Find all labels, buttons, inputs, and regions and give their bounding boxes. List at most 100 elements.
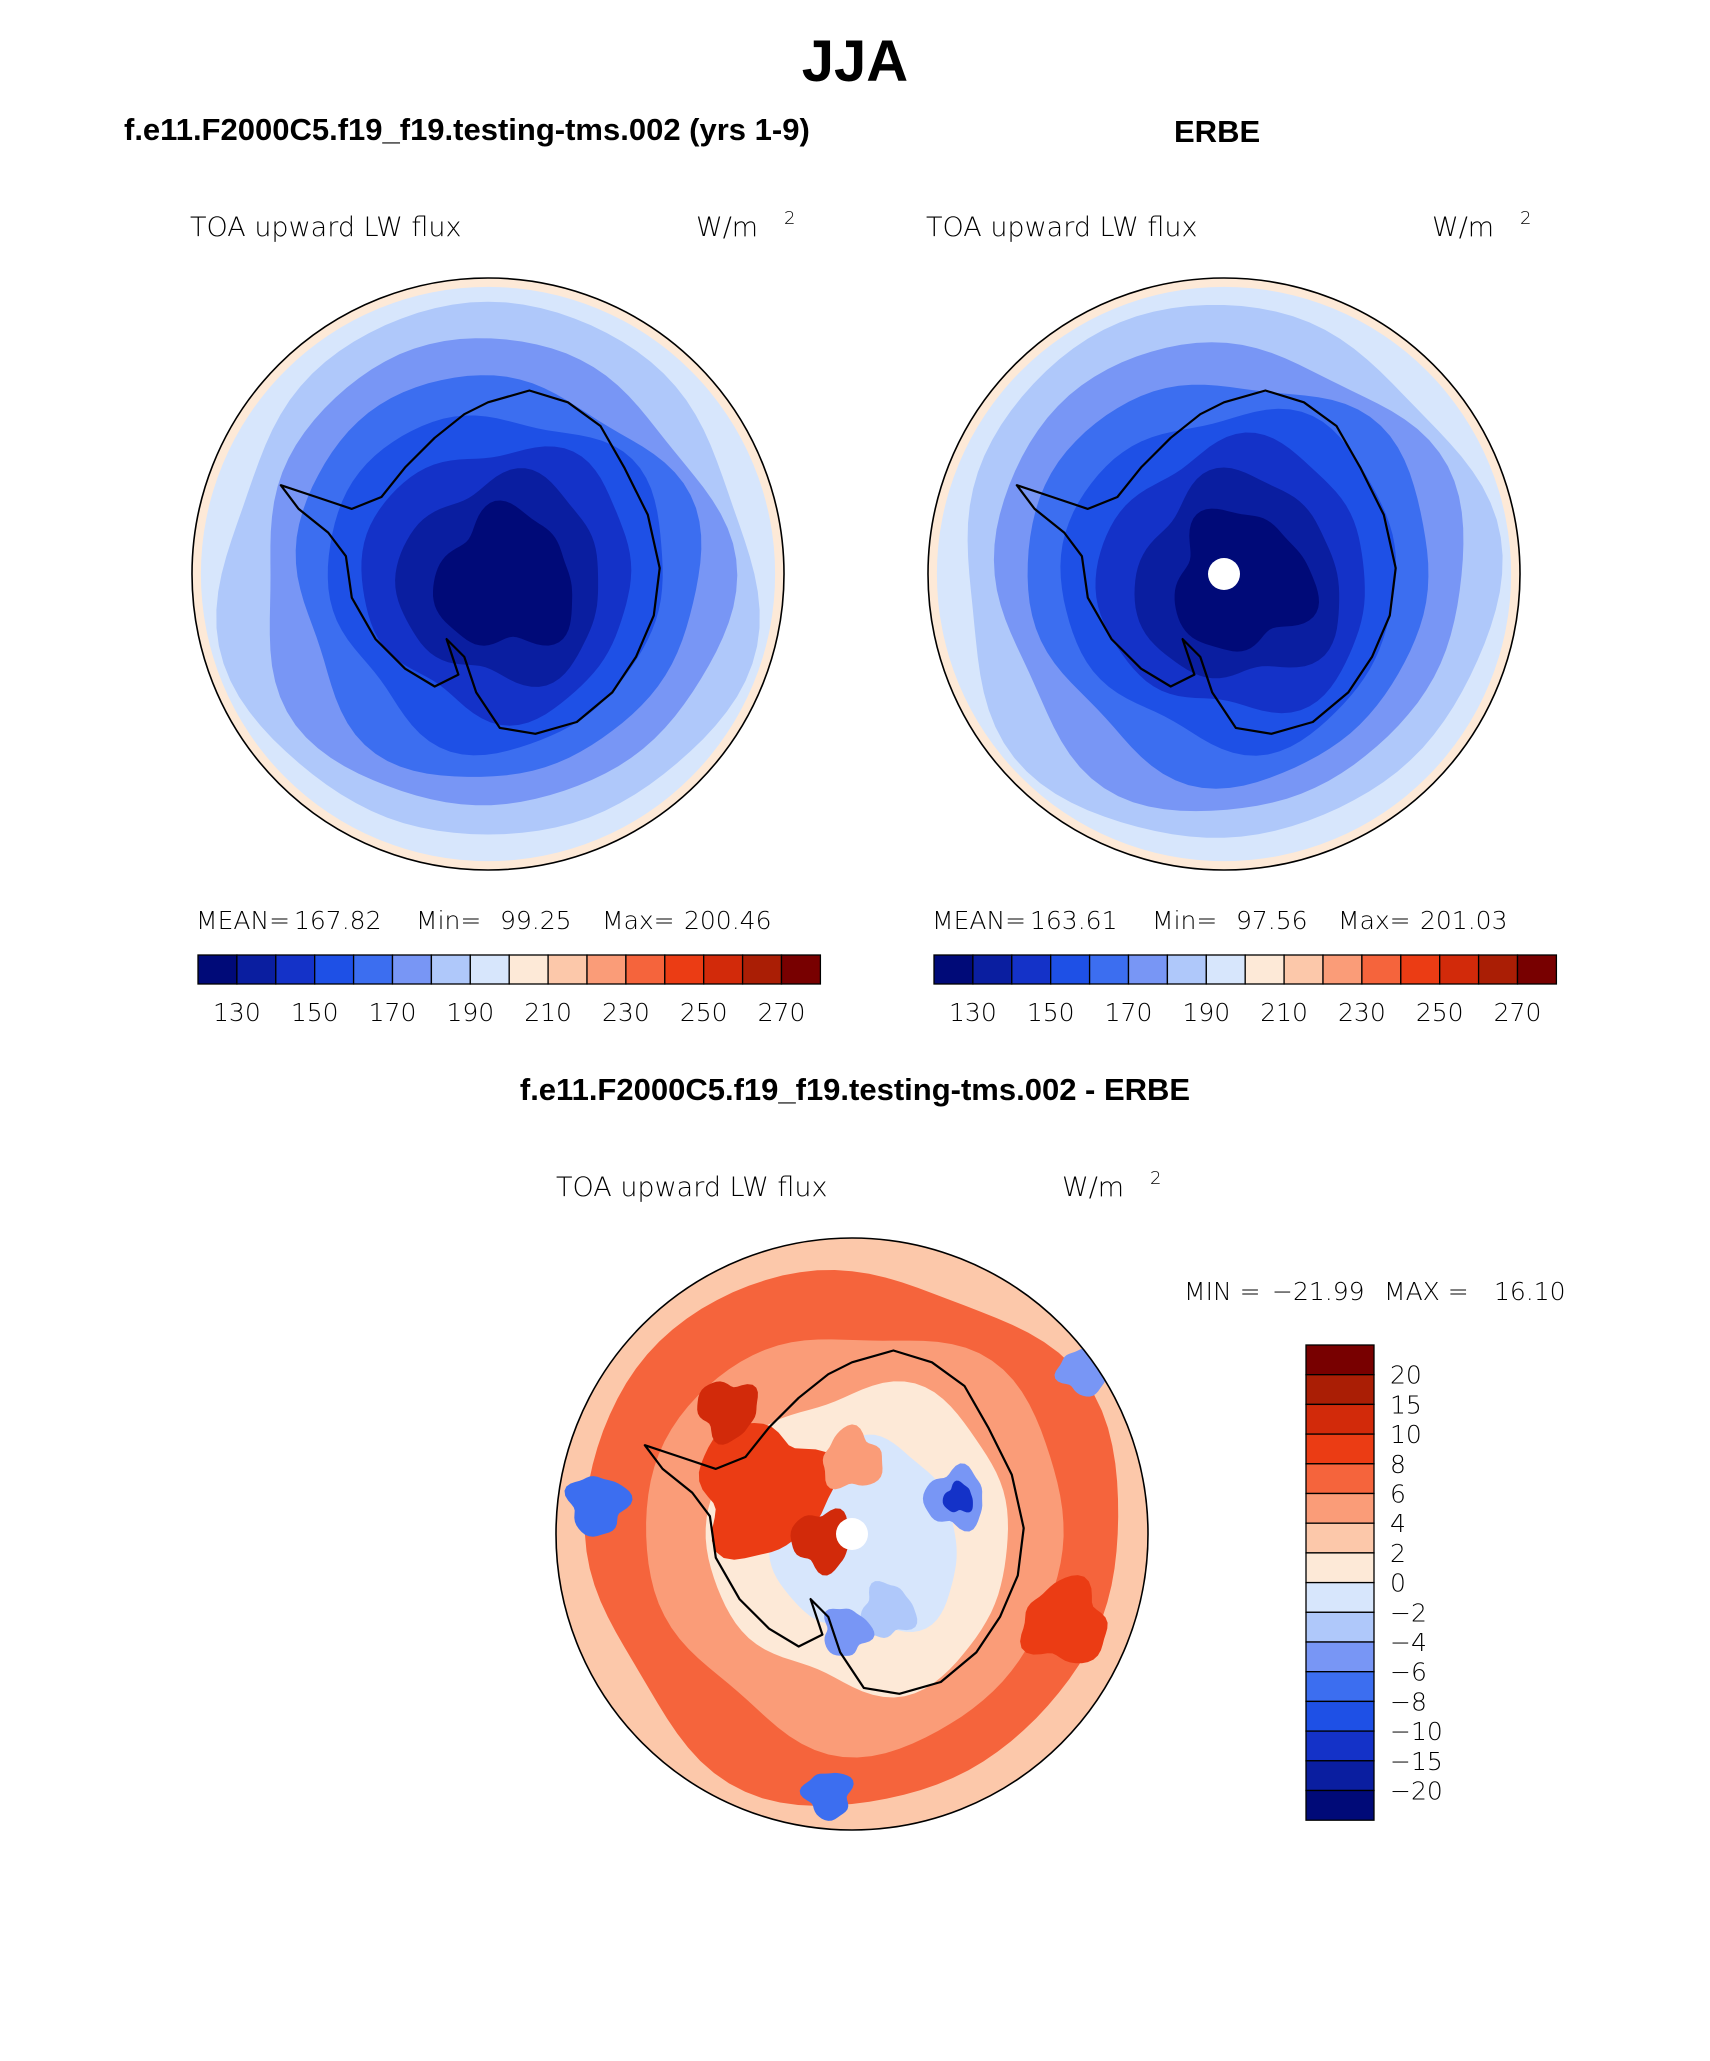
colorbar-swatch <box>1305 1552 1375 1584</box>
colorbar-tick-label: −6 <box>1390 1658 1427 1687</box>
colorbar-swatch <box>547 954 588 985</box>
max-value: 200.46 <box>684 906 771 935</box>
model-panel-header: f.e11.F2000C5.f19_f19.testing-tms.002 (y… <box>124 112 810 147</box>
colorbar-tick-label: 270 <box>758 998 806 1027</box>
colorbar-tick-label: 15 <box>1390 1390 1422 1419</box>
anomaly-blob <box>697 1381 758 1445</box>
colorbar-tick-label: 6 <box>1390 1480 1406 1509</box>
colorbar-swatch <box>1305 1789 1375 1821</box>
colorbar-tick-label: −8 <box>1390 1687 1427 1716</box>
colorbar-tick-label: −4 <box>1390 1628 1427 1657</box>
colorbar-swatch <box>1205 954 1246 985</box>
colorbar-swatch <box>1305 1403 1375 1435</box>
mean-label: MEAN= <box>932 906 1026 935</box>
colorbar-swatch <box>1305 1700 1375 1732</box>
max-value: 201.03 <box>1420 906 1507 935</box>
contour-band-120 <box>433 500 573 646</box>
colorbar-swatch <box>1050 954 1091 985</box>
coastline <box>643 1349 1025 1695</box>
anomaly-blob <box>860 1581 918 1638</box>
colorbar-tick-label: 130 <box>949 998 997 1027</box>
colorbar-swatch <box>352 954 394 985</box>
colorbar-tick-label: 210 <box>1260 998 1308 1027</box>
min-label: Min= <box>416 906 481 935</box>
contour-band-120 <box>1174 508 1319 652</box>
colorbar-tick-label: 8 <box>1390 1450 1406 1479</box>
colorbar-swatch <box>933 954 974 985</box>
colorbar-swatch <box>1244 954 1285 985</box>
min-value: 97.56 <box>1236 906 1308 935</box>
colorbar-tick-label: 250 <box>1416 998 1464 1027</box>
min-value: 99.25 <box>500 906 572 935</box>
colorbar-swatch <box>391 954 433 985</box>
colorbar-swatch <box>625 954 666 985</box>
colorbar-tick-label: 230 <box>1338 998 1386 1027</box>
variable-title: TOA upward LW flux <box>190 212 462 243</box>
polar-map-2: TOA upward LW flux W/m 2 <box>555 1168 1161 1831</box>
colorbar-swatch <box>1305 1730 1375 1762</box>
units-exponent: 2 <box>1520 208 1531 229</box>
map-border <box>555 1237 1149 1831</box>
colorbar-swatch <box>1361 954 1402 985</box>
colorbar-tick-label: −10 <box>1390 1717 1443 1746</box>
units-exponent: 2 <box>784 208 795 229</box>
colorbar-swatch <box>236 954 277 985</box>
colorbar-tick-label: −20 <box>1390 1777 1443 1806</box>
variable-title: TOA upward LW flux <box>926 212 1198 243</box>
colorbar-swatch <box>1305 1581 1375 1613</box>
anomaly-blob <box>790 1508 851 1576</box>
colorbar-tick-label: 0 <box>1390 1569 1406 1598</box>
map-border <box>927 277 1521 871</box>
colorbar-tick-label: 190 <box>1182 998 1230 1027</box>
max-label: MAX = <box>1384 1277 1469 1306</box>
max-value: 16.10 <box>1494 1277 1566 1306</box>
page-title: JJA <box>801 29 909 94</box>
colorbar-swatch <box>1305 1374 1375 1406</box>
anomaly-blob <box>822 1424 883 1490</box>
anomaly-blob <box>799 1772 854 1821</box>
colorbar-tick-label: 250 <box>680 998 728 1027</box>
mean-value: 163.61 <box>1030 906 1117 935</box>
colorbar-swatch <box>275 954 316 985</box>
map-border <box>191 277 785 871</box>
anomaly-blob <box>564 1476 633 1537</box>
colorbar-0: 130 150 170 190 210 230 250 270 MEAN= 167.82 Min= 9… <box>196 906 822 1027</box>
colorbar-swatch <box>430 954 471 985</box>
colorbar-swatch <box>972 954 1013 985</box>
colorbar-tick-label: 170 <box>1105 998 1153 1027</box>
variable-title: TOA upward LW flux <box>556 1172 828 1203</box>
units-label: W/m <box>696 212 758 243</box>
colorbar-tick-label: 2 <box>1390 1539 1406 1568</box>
colorbar-swatch <box>1477 954 1519 985</box>
colorbar-swatch <box>703 954 744 985</box>
max-label: Max= <box>602 906 675 935</box>
missing-pole-marker <box>1208 558 1240 590</box>
colorbar-swatch <box>1305 1611 1375 1643</box>
units-label: W/m <box>1062 1172 1124 1203</box>
colorbar-tick-label: 150 <box>291 998 339 1027</box>
colorbar-swatch <box>741 954 783 985</box>
mean-value: 167.82 <box>294 906 381 935</box>
colorbar-swatch <box>1400 954 1441 985</box>
colorbar-tick-label: 150 <box>1027 998 1075 1027</box>
colorbar-swatch <box>197 954 238 985</box>
colorbar-swatch <box>1088 954 1130 985</box>
colorbar-swatch <box>1127 954 1169 985</box>
colorbar-1: 130 150 170 190 210 230 250 270 MEAN= 163.61 Min= 9… <box>932 906 1558 1027</box>
colorbar-swatch <box>469 954 510 985</box>
coastline <box>1015 389 1397 735</box>
colorbar-swatch <box>1305 1641 1375 1673</box>
colorbar-swatch <box>1439 954 1480 985</box>
coastline <box>279 389 661 735</box>
colorbar-tick-label: 130 <box>213 998 261 1027</box>
colorbar-swatch <box>586 954 627 985</box>
colorbar-tick-label: 20 <box>1390 1361 1422 1390</box>
colorbar-swatch <box>1322 954 1363 985</box>
anomaly-blob <box>942 1480 973 1513</box>
polar-map-0: TOA upward LW flux W/m 2 <box>190 208 795 871</box>
colorbar-tick-label: −2 <box>1390 1598 1427 1627</box>
units-exponent: 2 <box>1150 1168 1161 1189</box>
colorbar-tick-label: 190 <box>446 998 494 1027</box>
